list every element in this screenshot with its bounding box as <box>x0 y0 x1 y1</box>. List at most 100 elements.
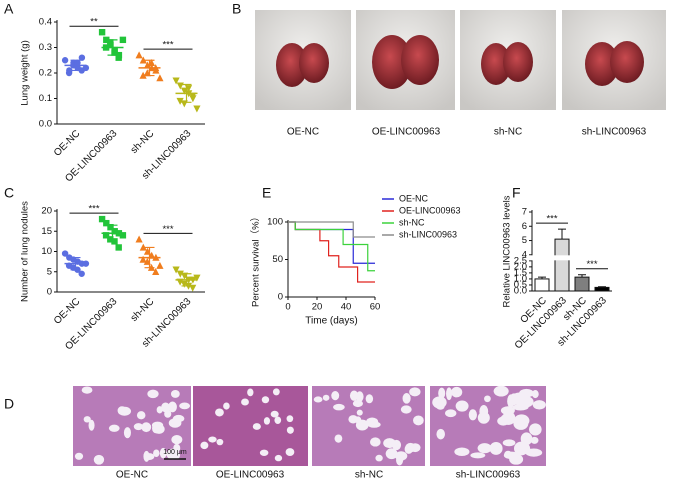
point <box>139 255 147 263</box>
y-axis-title: Number of lung nodules <box>20 201 31 302</box>
y-tick-label: 2.5 <box>514 255 527 266</box>
survival-line <box>288 221 375 238</box>
sd-bar <box>181 273 192 287</box>
lung <box>401 35 439 85</box>
alveolus <box>136 411 146 420</box>
y-tick-label: 0.1 <box>39 93 52 104</box>
y-tick-label: 0 <box>278 292 283 303</box>
point <box>135 235 143 243</box>
y-tick-label: 50 <box>272 254 283 265</box>
alveolus <box>333 403 345 411</box>
point <box>172 266 180 274</box>
alveolus <box>156 406 163 414</box>
panel-letter: F <box>512 185 521 201</box>
alveolus <box>263 417 271 425</box>
y-tick-label: 6 <box>522 221 527 232</box>
bar <box>554 238 570 292</box>
caption: sh-NC <box>355 470 383 481</box>
sd-bar <box>181 83 192 103</box>
alveolus <box>179 402 191 410</box>
x-axis-title: Time (days) <box>305 316 357 327</box>
y-tick-label: 0.3 <box>39 42 52 53</box>
lung <box>372 35 412 89</box>
y-axis-title: Relative LINC00963 levels <box>502 195 513 307</box>
point <box>119 36 127 44</box>
alveolus <box>436 403 445 410</box>
y-tick-label: 5 <box>47 266 52 277</box>
bar <box>594 286 610 292</box>
alveolus <box>355 419 369 431</box>
alveolus <box>252 423 261 430</box>
sig-label: *** <box>162 224 173 235</box>
alveolus <box>172 414 185 423</box>
point <box>98 215 106 223</box>
alveolus <box>313 396 323 403</box>
alveolus <box>215 408 224 417</box>
point <box>115 244 122 251</box>
point <box>193 105 201 113</box>
survival-line <box>288 221 375 264</box>
alveolus <box>81 386 93 394</box>
alveolus <box>369 437 381 447</box>
alveolus <box>153 449 160 457</box>
panel-letter: B <box>232 1 241 17</box>
sd-bar <box>107 224 118 242</box>
alveolus <box>497 416 510 426</box>
alveolus <box>74 452 84 460</box>
alveolus <box>396 454 404 466</box>
point <box>139 71 147 79</box>
point <box>107 236 114 243</box>
alveolus <box>143 450 150 462</box>
alveolus <box>502 439 516 447</box>
error-bar <box>538 276 546 279</box>
x-tick-label: 0 <box>285 302 290 313</box>
y-tick-label: 10 <box>41 246 52 257</box>
caption: OE-LINC00963 <box>372 127 441 138</box>
y-tick-label: 0.5 <box>514 279 527 290</box>
y-tick-label: 0.2 <box>39 68 52 79</box>
alveolus <box>477 411 490 424</box>
point <box>139 56 147 64</box>
alveolus <box>454 447 470 457</box>
caption: OE-NC <box>287 127 319 138</box>
alveolus <box>446 387 453 401</box>
alveolus <box>530 436 539 444</box>
y-tick-label: 1.0 <box>514 273 527 284</box>
x-tick-label: sh-NC <box>129 296 157 324</box>
alveolus <box>519 388 534 398</box>
y-axis-title: Lung weight (g) <box>20 40 31 105</box>
lung <box>481 43 511 85</box>
alveolus <box>164 410 172 418</box>
y-tick-label: 100 <box>267 217 283 228</box>
y-tick-label: 5 <box>522 235 527 246</box>
alveolus <box>241 398 249 406</box>
alveolus <box>484 395 491 403</box>
y-tick-label: 2.0 <box>514 261 527 272</box>
y-tick-label: 0.4 <box>39 17 52 28</box>
point <box>78 270 85 277</box>
caption: OE-LINC00963 <box>216 470 285 481</box>
alveolus <box>356 409 363 416</box>
alveolus <box>274 416 282 424</box>
legend-label: sh-NC <box>399 217 425 227</box>
alveolus <box>348 415 358 424</box>
point <box>107 39 114 46</box>
alveolus <box>93 454 105 465</box>
alveolus <box>400 405 412 414</box>
point <box>156 74 164 82</box>
alveolus <box>331 391 340 401</box>
alveolus <box>322 394 330 401</box>
alveolus <box>489 442 503 455</box>
y-tick-label: 20 <box>41 206 52 217</box>
error-bar <box>598 286 606 288</box>
sd-bar <box>70 256 81 271</box>
alveolus <box>366 417 379 427</box>
panel-letter: C <box>4 185 14 201</box>
alveolus <box>413 415 424 426</box>
sig-label: *** <box>88 204 99 215</box>
sd-bar <box>144 246 155 269</box>
sd-bar <box>144 59 155 77</box>
x-tick-label: OE-NC <box>52 128 83 159</box>
alveolus <box>513 417 529 430</box>
alveolus <box>159 447 167 459</box>
